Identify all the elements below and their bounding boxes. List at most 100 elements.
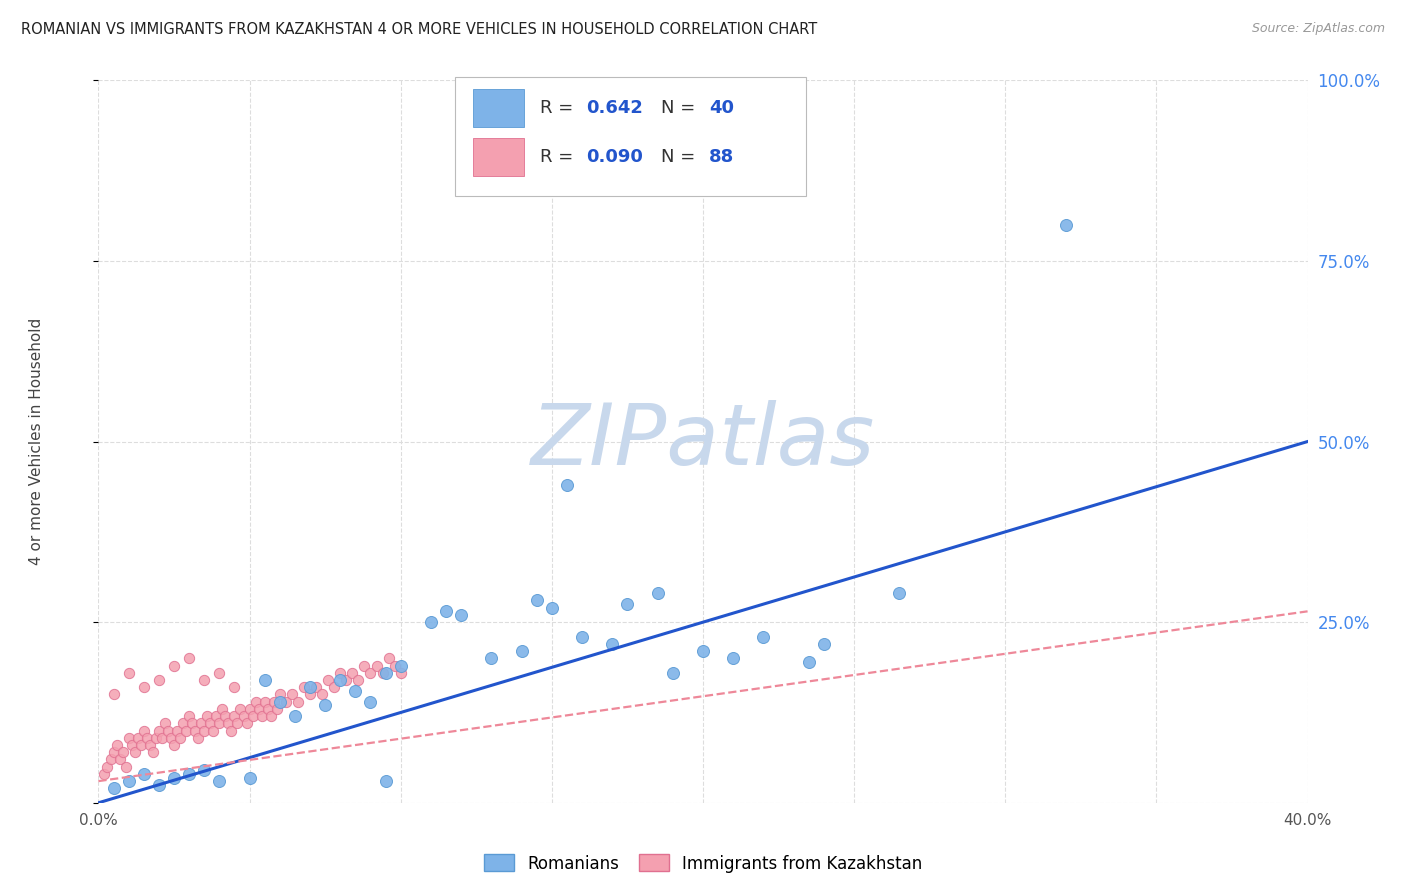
- Point: [374, 665, 396, 680]
- Text: ZIPatlas: ZIPatlas: [531, 400, 875, 483]
- Point: [571, 630, 593, 644]
- Point: [200, 716, 222, 731]
- FancyBboxPatch shape: [474, 89, 524, 127]
- Point: [540, 600, 562, 615]
- Point: [266, 702, 288, 716]
- Point: [335, 673, 357, 687]
- Point: [174, 723, 197, 738]
- Point: [292, 680, 315, 694]
- Point: [96, 760, 118, 774]
- FancyBboxPatch shape: [474, 138, 524, 176]
- Point: [299, 680, 322, 694]
- Point: [813, 637, 835, 651]
- Text: Source: ZipAtlas.com: Source: ZipAtlas.com: [1251, 22, 1385, 36]
- Point: [224, 709, 246, 723]
- Point: [132, 680, 155, 694]
- Point: [221, 723, 243, 738]
- Point: [135, 731, 157, 745]
- Point: [208, 665, 231, 680]
- Point: [281, 687, 304, 701]
- Point: [384, 658, 406, 673]
- Point: [129, 738, 152, 752]
- Point: [229, 702, 252, 716]
- Point: [184, 723, 207, 738]
- FancyBboxPatch shape: [456, 77, 806, 196]
- Point: [269, 695, 291, 709]
- Text: R =: R =: [540, 99, 579, 117]
- Point: [172, 716, 194, 731]
- Point: [360, 695, 382, 709]
- Point: [148, 723, 170, 738]
- Point: [127, 731, 149, 745]
- Point: [150, 731, 173, 745]
- Point: [211, 702, 233, 716]
- Point: [163, 738, 186, 752]
- Point: [103, 781, 125, 796]
- Point: [208, 774, 231, 789]
- Point: [181, 716, 204, 731]
- Text: N =: N =: [661, 99, 700, 117]
- Point: [114, 760, 136, 774]
- Point: [118, 665, 141, 680]
- Point: [217, 716, 239, 731]
- Point: [389, 658, 412, 673]
- Point: [93, 767, 115, 781]
- Text: 88: 88: [709, 148, 734, 166]
- Point: [274, 695, 297, 709]
- Point: [179, 651, 201, 665]
- Point: [752, 630, 775, 644]
- Point: [299, 687, 322, 701]
- Point: [263, 695, 285, 709]
- Point: [132, 767, 155, 781]
- Point: [193, 723, 215, 738]
- Point: [723, 651, 745, 665]
- Legend: Romanians, Immigrants from Kazakhstan: Romanians, Immigrants from Kazakhstan: [477, 847, 929, 880]
- Point: [377, 651, 399, 665]
- Point: [124, 745, 146, 759]
- Point: [190, 716, 212, 731]
- Point: [160, 731, 183, 745]
- Text: ROMANIAN VS IMMIGRANTS FROM KAZAKHSTAN 4 OR MORE VEHICLES IN HOUSEHOLD CORRELATI: ROMANIAN VS IMMIGRANTS FROM KAZAKHSTAN 4…: [21, 22, 817, 37]
- Point: [889, 586, 911, 600]
- Point: [450, 607, 472, 622]
- Point: [287, 695, 309, 709]
- Point: [156, 723, 179, 738]
- Point: [132, 723, 155, 738]
- Point: [420, 615, 443, 630]
- Point: [118, 731, 141, 745]
- Point: [481, 651, 503, 665]
- Point: [179, 767, 201, 781]
- Point: [193, 673, 215, 687]
- Point: [103, 687, 125, 701]
- Point: [208, 716, 231, 731]
- Y-axis label: 4 or more Vehicles in Household: 4 or more Vehicles in Household: [30, 318, 44, 566]
- Point: [434, 604, 457, 618]
- Point: [311, 687, 333, 701]
- Point: [239, 771, 262, 785]
- Point: [187, 731, 209, 745]
- Point: [329, 665, 352, 680]
- Point: [100, 752, 122, 766]
- Point: [366, 658, 388, 673]
- Text: 0.642: 0.642: [586, 99, 643, 117]
- Point: [142, 745, 165, 759]
- Point: [253, 673, 276, 687]
- Point: [111, 745, 134, 759]
- Point: [616, 597, 638, 611]
- Point: [226, 716, 249, 731]
- Point: [166, 723, 188, 738]
- Point: [253, 695, 276, 709]
- Point: [305, 680, 328, 694]
- Point: [389, 665, 412, 680]
- Point: [139, 738, 162, 752]
- Point: [692, 644, 714, 658]
- Point: [555, 478, 578, 492]
- Point: [179, 709, 201, 723]
- Point: [235, 716, 257, 731]
- Point: [105, 738, 128, 752]
- Point: [118, 774, 141, 789]
- Point: [242, 709, 264, 723]
- Text: 40: 40: [709, 99, 734, 117]
- Point: [121, 738, 143, 752]
- Point: [314, 698, 336, 713]
